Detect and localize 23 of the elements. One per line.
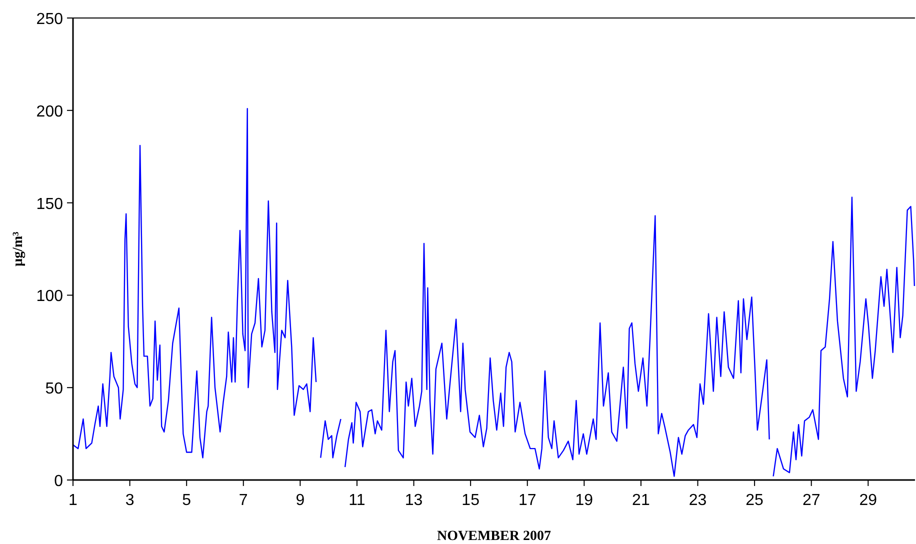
x-axis-title: NOVEMBER 2007 xyxy=(437,529,551,544)
x-tick-label: 25 xyxy=(746,492,764,509)
y-tick-label: 250 xyxy=(36,11,64,28)
y-tick-label: 50 xyxy=(45,380,64,398)
x-tick-label: 9 xyxy=(296,492,305,509)
y-tick-label: 0 xyxy=(54,473,64,490)
x-tick-label: 23 xyxy=(688,492,707,509)
y-tick-label: 100 xyxy=(36,288,64,306)
x-tick-label: 3 xyxy=(125,492,134,509)
x-tick-label: 27 xyxy=(802,492,820,509)
x-tick-label: 21 xyxy=(632,492,650,509)
x-tick-label: 11 xyxy=(348,492,366,509)
x-tick-label: 29 xyxy=(859,492,878,509)
y-tick-label: 200 xyxy=(36,103,64,120)
y-tick-label: 150 xyxy=(36,196,64,213)
x-tick-label: 1 xyxy=(68,492,78,509)
x-tick-label: 15 xyxy=(462,492,480,509)
y-axis-title: μg/m³ xyxy=(11,232,26,266)
x-tick-label: 7 xyxy=(238,492,248,509)
x-tick-label: 13 xyxy=(404,492,423,509)
x-tick-label: 5 xyxy=(182,492,192,509)
x-tick-label: 17 xyxy=(518,492,536,509)
x-tick-label: 19 xyxy=(575,492,594,509)
